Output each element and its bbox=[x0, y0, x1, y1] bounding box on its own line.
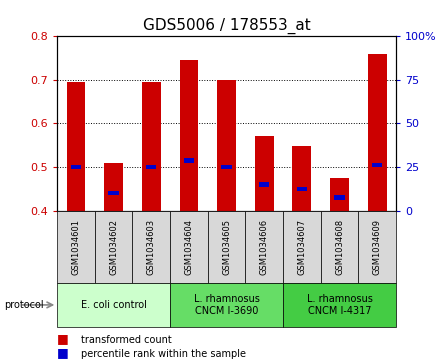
Bar bbox=[283, 283, 396, 327]
Bar bbox=[170, 211, 208, 283]
Bar bbox=[221, 165, 232, 169]
Bar bbox=[293, 146, 312, 211]
Text: GSM1034602: GSM1034602 bbox=[109, 219, 118, 275]
Bar bbox=[255, 136, 274, 211]
Text: GSM1034606: GSM1034606 bbox=[260, 219, 269, 275]
Bar bbox=[95, 211, 132, 283]
Bar bbox=[170, 283, 283, 327]
Text: E. coli control: E. coli control bbox=[81, 300, 147, 310]
Bar bbox=[142, 82, 161, 211]
Text: GSM1034601: GSM1034601 bbox=[72, 219, 81, 275]
Text: transformed count: transformed count bbox=[81, 335, 172, 345]
Bar bbox=[321, 211, 358, 283]
Bar bbox=[217, 80, 236, 211]
Bar bbox=[246, 211, 283, 283]
Bar bbox=[330, 178, 349, 211]
Text: GSM1034603: GSM1034603 bbox=[147, 219, 156, 275]
Bar bbox=[358, 211, 396, 283]
Bar bbox=[334, 195, 345, 200]
Text: L. rhamnosus
CNCM I-3690: L. rhamnosus CNCM I-3690 bbox=[194, 294, 260, 316]
Text: L. rhamnosus
CNCM I-4317: L. rhamnosus CNCM I-4317 bbox=[307, 294, 373, 316]
Text: protocol: protocol bbox=[4, 300, 44, 310]
Bar bbox=[180, 60, 198, 211]
Bar bbox=[66, 82, 85, 211]
Text: GSM1034605: GSM1034605 bbox=[222, 219, 231, 275]
Bar bbox=[71, 165, 81, 169]
Bar bbox=[57, 211, 95, 283]
Text: GSM1034607: GSM1034607 bbox=[297, 219, 306, 275]
Text: GSM1034609: GSM1034609 bbox=[373, 219, 381, 275]
Bar bbox=[184, 158, 194, 163]
Text: percentile rank within the sample: percentile rank within the sample bbox=[81, 349, 246, 359]
Title: GDS5006 / 178553_at: GDS5006 / 178553_at bbox=[143, 17, 311, 33]
Bar bbox=[104, 163, 123, 211]
Bar bbox=[297, 187, 307, 191]
Bar bbox=[146, 165, 157, 169]
Bar bbox=[109, 191, 119, 195]
Bar bbox=[372, 163, 382, 167]
Text: GSM1034608: GSM1034608 bbox=[335, 219, 344, 275]
Bar bbox=[132, 211, 170, 283]
Text: ■: ■ bbox=[57, 332, 69, 345]
Text: ■: ■ bbox=[57, 346, 69, 359]
Bar bbox=[368, 54, 387, 211]
Bar bbox=[208, 211, 246, 283]
Bar bbox=[57, 283, 170, 327]
Text: GSM1034604: GSM1034604 bbox=[184, 219, 194, 275]
Bar bbox=[259, 182, 269, 187]
Bar bbox=[283, 211, 321, 283]
